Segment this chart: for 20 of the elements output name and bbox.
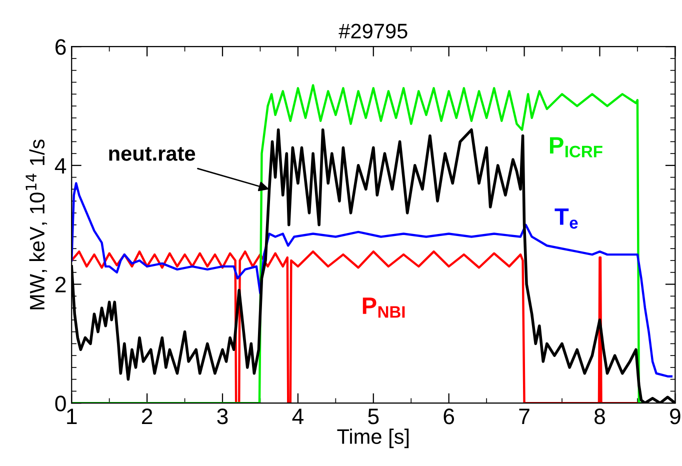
x-tick-label: 2 bbox=[142, 408, 152, 424]
y-tick-label: 4 bbox=[54, 158, 66, 174]
x-tick-label: 1 bbox=[67, 408, 77, 424]
x-tick-label: 9 bbox=[670, 408, 680, 424]
y-tick-label: 0 bbox=[55, 396, 66, 412]
x-tick-label: 7 bbox=[519, 408, 530, 424]
x-tick-label: 6 bbox=[444, 408, 454, 424]
x-tick-label: 5 bbox=[368, 408, 379, 424]
y-tick-label: 6 bbox=[56, 39, 66, 55]
x-axis-title: Time [s] bbox=[337, 428, 409, 448]
y-tick-label: 2 bbox=[56, 276, 66, 292]
series-label: P$_{ICRF}$ bbox=[550, 137, 602, 158]
y-axis-title: MW, keV, 10$^{14}$ 1/s bbox=[26, 140, 48, 310]
chart-title: #29795 bbox=[338, 24, 408, 38]
x-tick-label: 3 bbox=[217, 408, 228, 424]
x-tick-label: 8 bbox=[594, 408, 605, 424]
text: neut.rate bbox=[109, 147, 196, 161]
series-label: T$_{e}$ bbox=[554, 208, 578, 229]
series-label: P$_{NBI}$ bbox=[362, 298, 405, 318]
x-tick-label: 4 bbox=[292, 408, 304, 424]
